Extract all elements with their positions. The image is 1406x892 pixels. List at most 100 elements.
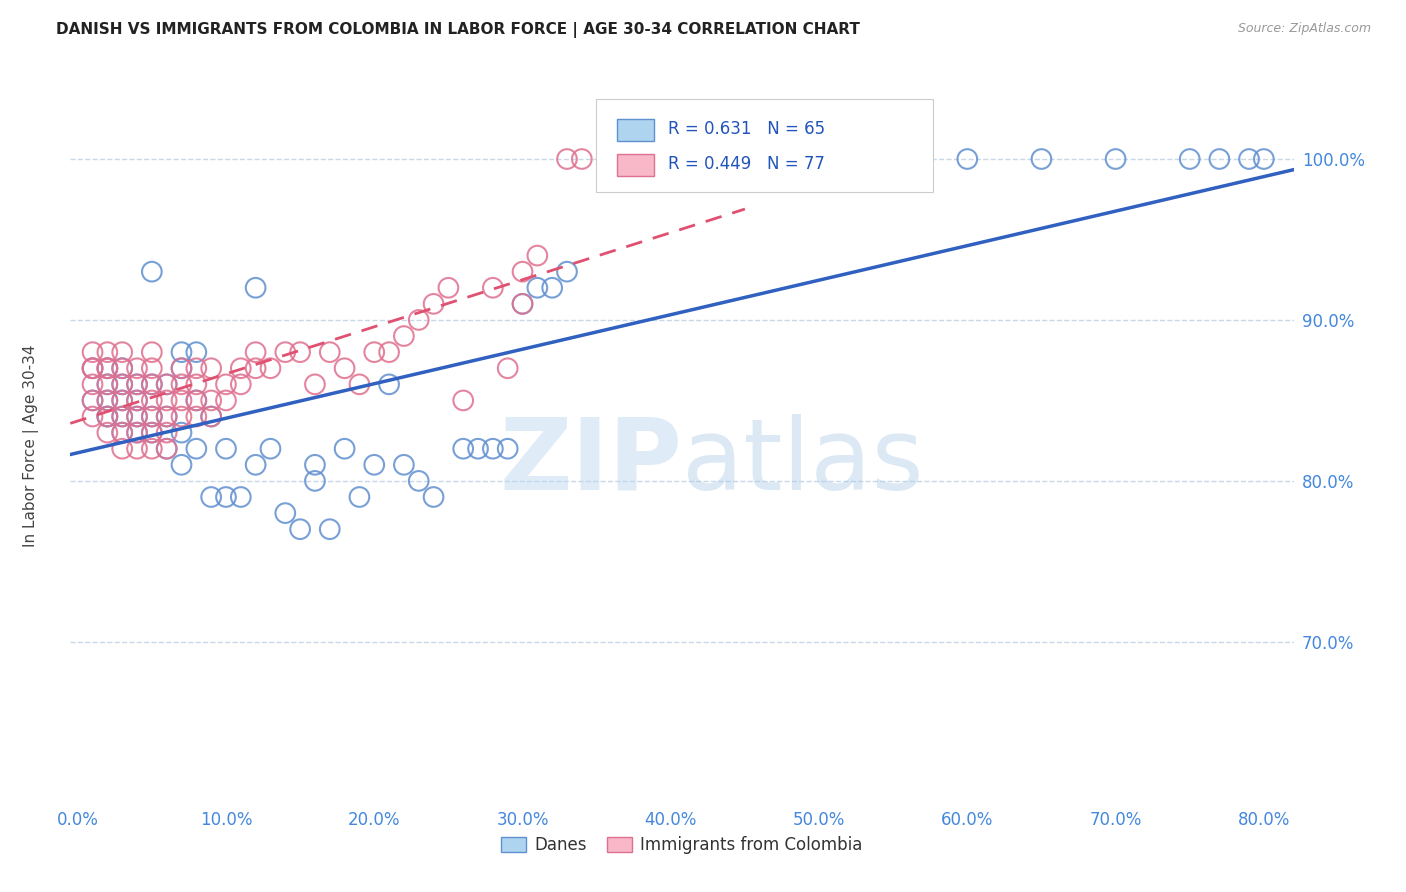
Point [82,393,104,408]
Point [304,474,326,488]
Point [156,377,179,392]
Point [125,409,148,424]
Point [363,458,385,472]
Point [186,409,208,424]
Point [125,361,148,376]
Point [141,425,163,440]
Point [245,281,267,295]
Point [111,377,134,392]
Point [229,377,252,392]
Point [200,409,222,424]
Point [1104,152,1126,166]
Point [111,442,134,456]
Point [614,152,637,166]
Point [156,409,179,424]
FancyBboxPatch shape [617,119,654,141]
Point [363,345,385,359]
Point [422,490,444,504]
Point [392,329,415,343]
Point [512,297,534,311]
Point [186,393,208,408]
Point [245,458,267,472]
Point [392,458,415,472]
Point [141,409,163,424]
Point [96,361,118,376]
Text: DANISH VS IMMIGRANTS FROM COLOMBIA IN LABOR FORCE | AGE 30-34 CORRELATION CHART: DANISH VS IMMIGRANTS FROM COLOMBIA IN LA… [56,22,860,38]
Point [96,409,118,424]
Point [288,345,311,359]
Point [96,409,118,424]
Point [422,297,444,311]
Point [141,361,163,376]
Point [333,442,356,456]
Point [170,409,193,424]
Point [156,442,179,456]
Point [378,377,401,392]
Point [141,265,163,279]
Point [96,377,118,392]
Point [170,361,193,376]
Point [170,458,193,472]
Text: atlas: atlas [682,414,924,511]
Point [1253,152,1275,166]
Point [82,345,104,359]
FancyBboxPatch shape [596,99,932,192]
Point [496,442,519,456]
Point [170,361,193,376]
Point [215,377,238,392]
FancyBboxPatch shape [617,153,654,176]
Point [526,281,548,295]
Point [245,345,267,359]
Point [482,281,505,295]
Point [141,442,163,456]
Point [496,361,519,376]
Point [408,313,430,327]
Point [200,409,222,424]
Point [349,377,371,392]
Point [141,409,163,424]
Point [125,393,148,408]
Point [125,393,148,408]
Point [156,393,179,408]
Point [125,377,148,392]
Point [200,393,222,408]
Point [82,393,104,408]
Point [111,409,134,424]
Point [526,249,548,263]
Legend: Danes, Immigrants from Colombia: Danes, Immigrants from Colombia [495,830,869,861]
Point [186,442,208,456]
Point [82,361,104,376]
Point [274,506,297,520]
Point [200,490,222,504]
Point [96,345,118,359]
Point [111,393,134,408]
Point [96,409,118,424]
Point [156,409,179,424]
Point [111,361,134,376]
Point [186,361,208,376]
Point [319,345,342,359]
Point [451,442,474,456]
Point [170,377,193,392]
Point [186,345,208,359]
Point [555,265,578,279]
Point [141,345,163,359]
Point [96,425,118,440]
Point [229,361,252,376]
Point [125,442,148,456]
Point [186,377,208,392]
Point [274,345,297,359]
Point [111,345,134,359]
Point [111,377,134,392]
Point [512,265,534,279]
Point [96,377,118,392]
Point [111,361,134,376]
Point [259,361,281,376]
Point [245,361,267,376]
Point [1208,152,1230,166]
Point [170,425,193,440]
Point [141,393,163,408]
Point [125,377,148,392]
Point [82,409,104,424]
Point [319,522,342,536]
